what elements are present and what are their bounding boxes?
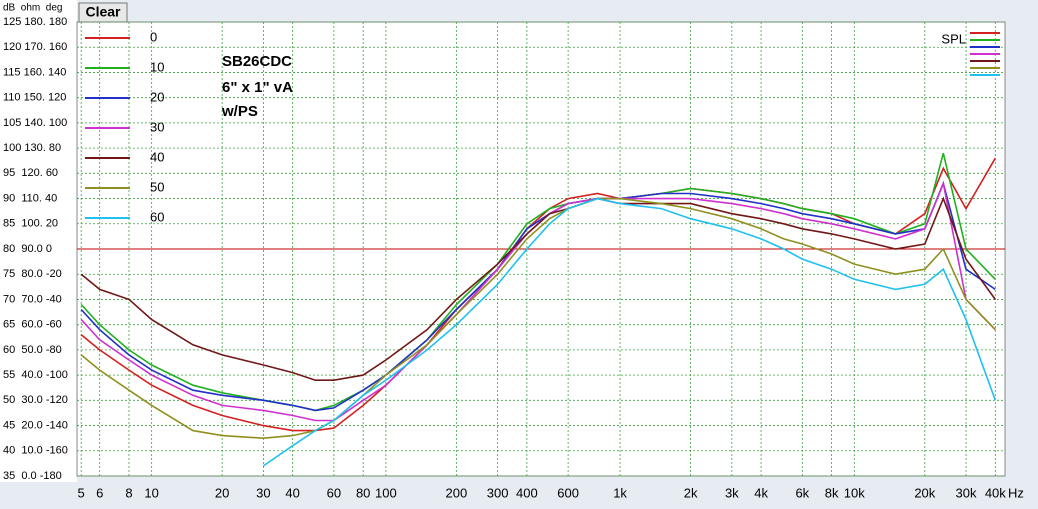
y-tick-label: 115 160. 140 xyxy=(3,66,66,78)
y-tick-label: 100 130. 80 xyxy=(3,142,61,154)
x-tick-label: 4k xyxy=(754,485,768,500)
y-tick-label: 60 50.0 -80 xyxy=(3,344,62,356)
annotation: 6" x 1" vA xyxy=(222,79,293,96)
series-line xyxy=(80,197,996,440)
x-tick-label: 8k xyxy=(825,485,839,500)
x-axis-unit: Hz xyxy=(1008,485,1024,500)
x-tick-label: 100 xyxy=(375,485,397,500)
legend-label: 20 xyxy=(150,89,164,104)
x-tick-label: 300 xyxy=(487,485,509,500)
y-tick-label: 70 70.0 -40 xyxy=(3,293,62,305)
x-tick-label: 80 xyxy=(356,485,370,500)
series-line xyxy=(80,196,996,381)
x-tick-label: 60 xyxy=(327,485,341,500)
y-tick-label: 85 100. 20 xyxy=(3,218,58,230)
series-line xyxy=(80,152,996,412)
y-tick-label: 80 90.0 0 xyxy=(3,243,52,255)
y-tick-label: 75 80.0 -20 xyxy=(3,268,62,280)
button-label[interactable]: Clear xyxy=(85,4,121,20)
x-tick-label: 3k xyxy=(725,485,739,500)
y-axis-panel xyxy=(0,0,77,482)
legend-label: 0 xyxy=(150,29,157,44)
y-tick-label: 65 60.0 -60 xyxy=(3,319,62,331)
x-tick-label: 6 xyxy=(96,485,103,500)
legend-title: SPL xyxy=(941,31,966,46)
y-tick-label: 55 40.0 -100 xyxy=(3,369,68,381)
x-tick-label: 2k xyxy=(684,485,698,500)
y-tick-label: 125 180. 180 xyxy=(3,16,67,28)
y-tick-label: 120 170. 160 xyxy=(3,41,67,53)
x-tick-label: 10 xyxy=(144,485,158,500)
x-tick-label: 40 xyxy=(285,485,299,500)
series-group xyxy=(80,152,997,467)
clear-button[interactable]: Clear xyxy=(78,2,128,23)
x-tick-label: 8 xyxy=(125,485,132,500)
legend-label: 40 xyxy=(150,149,164,164)
x-tick-label: 600 xyxy=(557,485,579,500)
x-tick-label: 400 xyxy=(516,485,538,500)
y-tick-label: 45 20.0 -140 xyxy=(3,419,68,431)
y-axis-header: dB ohm deg xyxy=(3,3,62,14)
legend-label: 10 xyxy=(150,59,164,74)
legend-label: 50 xyxy=(150,179,164,194)
x-tick-label: 200 xyxy=(446,485,468,500)
y-tick-label: 110 150. 120 xyxy=(3,92,66,104)
y-tick-label: 50 30.0 -120 xyxy=(3,394,68,406)
x-tick-label: 20k xyxy=(914,485,935,500)
legend-label: 30 xyxy=(150,119,164,134)
legend-label: 60 xyxy=(150,209,164,224)
y-tick-label: 105 140. 100 xyxy=(3,117,67,129)
y-tick-label: 95 120. 60 xyxy=(3,167,58,179)
x-tick-label: 30 xyxy=(256,485,270,500)
x-tick-label: 30k xyxy=(956,485,977,500)
x-tick-label: 10k xyxy=(844,485,865,500)
y-tick-label: 40 10.0 -160 xyxy=(3,445,68,457)
y-tick-label: 90 110. 40 xyxy=(3,192,57,204)
y-tick-label: 35 0.0 -180 xyxy=(3,470,62,482)
x-tick-label: 6k xyxy=(795,485,809,500)
annotation: SB26CDC xyxy=(222,53,292,70)
x-tick-label: 40k xyxy=(985,485,1006,500)
x-tick-label: 20 xyxy=(215,485,229,500)
x-tick-label: 5 xyxy=(78,485,85,500)
annotation: w/PS xyxy=(221,103,258,120)
x-tick-label: 1k xyxy=(613,485,627,500)
series-line xyxy=(262,197,997,467)
